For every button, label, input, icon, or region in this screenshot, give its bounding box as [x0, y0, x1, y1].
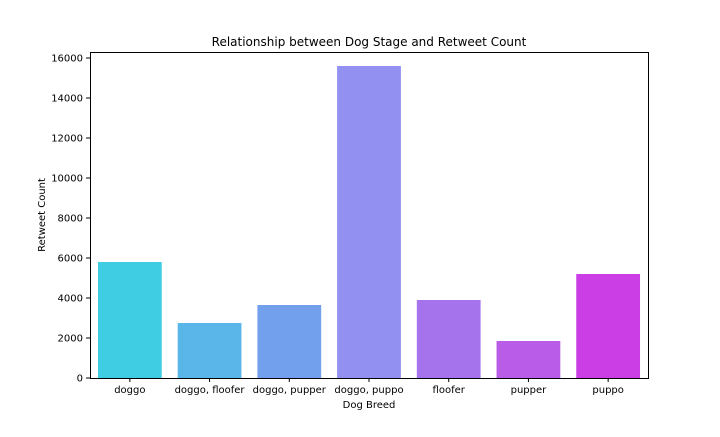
y-axis-label: Retweet Count — [37, 178, 48, 252]
bar-6 — [576, 274, 641, 378]
x-tick-label: floofer — [433, 385, 466, 396]
x-axis: doggo doggo, floofer doggo, pupper doggo, p… — [114, 378, 624, 396]
chart-title: Relationship between Dog Stage and Retwe… — [212, 35, 527, 49]
x-tick-label: doggo, puppo — [334, 385, 403, 396]
y-axis: 0 2000 4000 6000 8000 10000 12000 14000 16000 — [51, 54, 90, 385]
y-tick-label: 2000 — [58, 334, 83, 345]
bars-group — [97, 66, 641, 378]
y-tick-label: 6000 — [58, 254, 83, 265]
bar-4 — [416, 300, 481, 378]
bar-5 — [496, 341, 561, 378]
bar-2 — [257, 305, 322, 378]
plot-frame — [90, 52, 649, 379]
y-tick-label: 16000 — [51, 54, 83, 65]
bar-0 — [97, 262, 162, 378]
bar-3 — [337, 66, 401, 378]
y-tick-label: 4000 — [58, 294, 83, 305]
x-tick-label: pupper — [511, 385, 548, 396]
x-tick-label: doggo — [114, 385, 145, 396]
y-tick-label: 12000 — [51, 134, 83, 145]
bar-1 — [177, 323, 242, 378]
x-tick-label: puppo — [592, 385, 624, 396]
y-tick-label: 0 — [77, 374, 83, 385]
y-tick-label: 10000 — [51, 174, 83, 185]
y-tick-label: 14000 — [51, 94, 83, 105]
y-tick-label: 8000 — [58, 214, 83, 225]
x-axis-label: Dog Breed — [343, 400, 396, 411]
x-tick-label: doggo, floofer — [175, 385, 246, 396]
x-tick-label: doggo, pupper — [253, 385, 327, 396]
